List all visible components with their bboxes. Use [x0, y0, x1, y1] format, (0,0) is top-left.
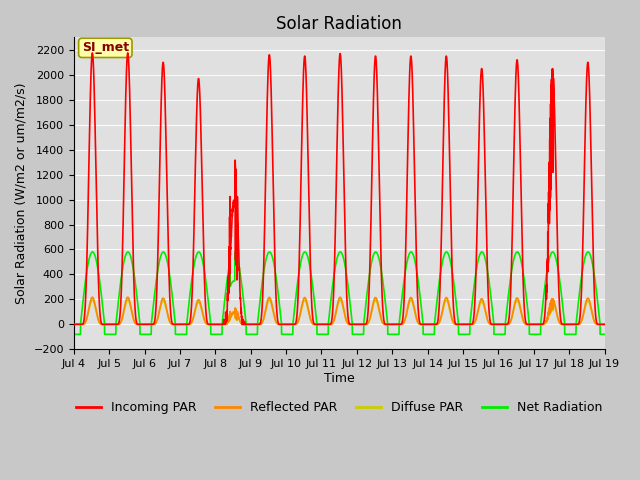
X-axis label: Time: Time: [324, 372, 355, 385]
Legend: Incoming PAR, Reflected PAR, Diffuse PAR, Net Radiation: Incoming PAR, Reflected PAR, Diffuse PAR…: [71, 396, 607, 419]
Y-axis label: Solar Radiation (W/m2 or um/m2/s): Solar Radiation (W/m2 or um/m2/s): [15, 83, 28, 304]
Text: SI_met: SI_met: [82, 41, 129, 54]
Title: Solar Radiation: Solar Radiation: [276, 15, 402, 33]
